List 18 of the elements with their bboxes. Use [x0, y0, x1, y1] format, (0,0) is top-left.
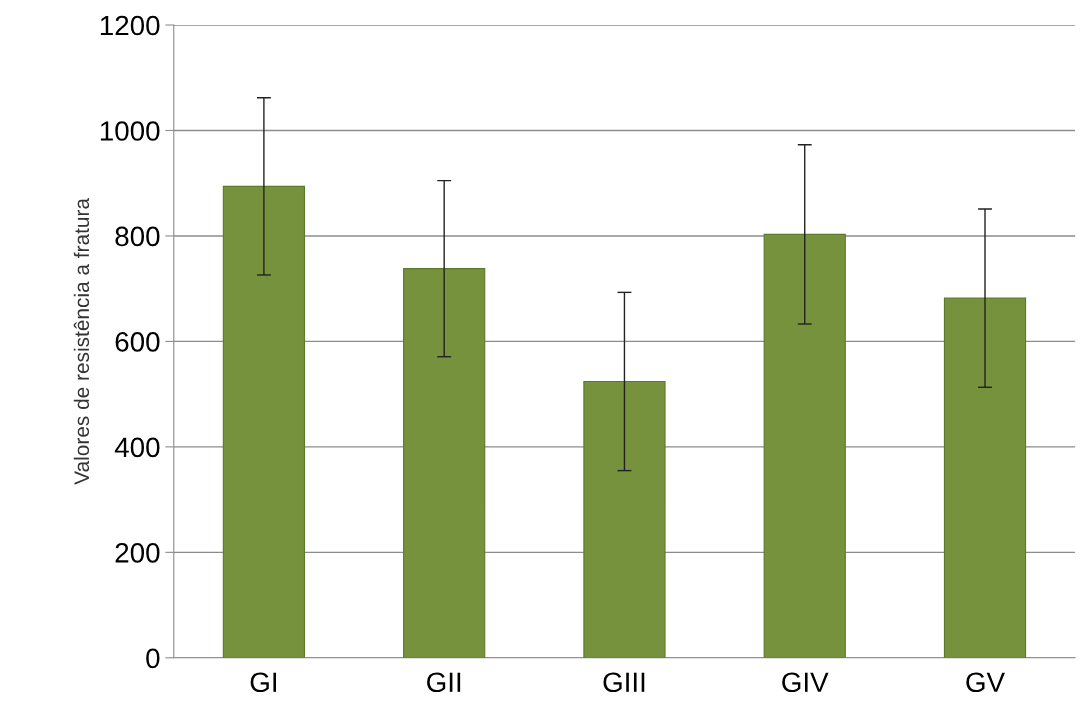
y-axis-title: Valores de resistência a fratura: [73, 198, 90, 485]
x-tick-label: GII: [427, 672, 461, 693]
y-tick-label: 1000: [100, 121, 160, 141]
y-tick-label: 600: [115, 332, 160, 352]
y-tick-label: 800: [115, 226, 160, 247]
bar: [583, 380, 666, 658]
y-tick-label: 200: [115, 543, 160, 563]
y-tick-label: 400: [114, 437, 160, 458]
x-tick-label: GI: [250, 672, 276, 693]
bar: [222, 185, 306, 658]
x-tick-label: GIV: [782, 672, 829, 693]
x-tick-label: GIII: [603, 672, 645, 693]
bar: [943, 297, 1027, 658]
y-tick-label: 0: [146, 648, 160, 669]
y-tick-label: 1200: [100, 15, 160, 36]
x-tick-label: GV: [966, 672, 1005, 693]
bar: [403, 268, 486, 658]
bar: [763, 233, 846, 658]
